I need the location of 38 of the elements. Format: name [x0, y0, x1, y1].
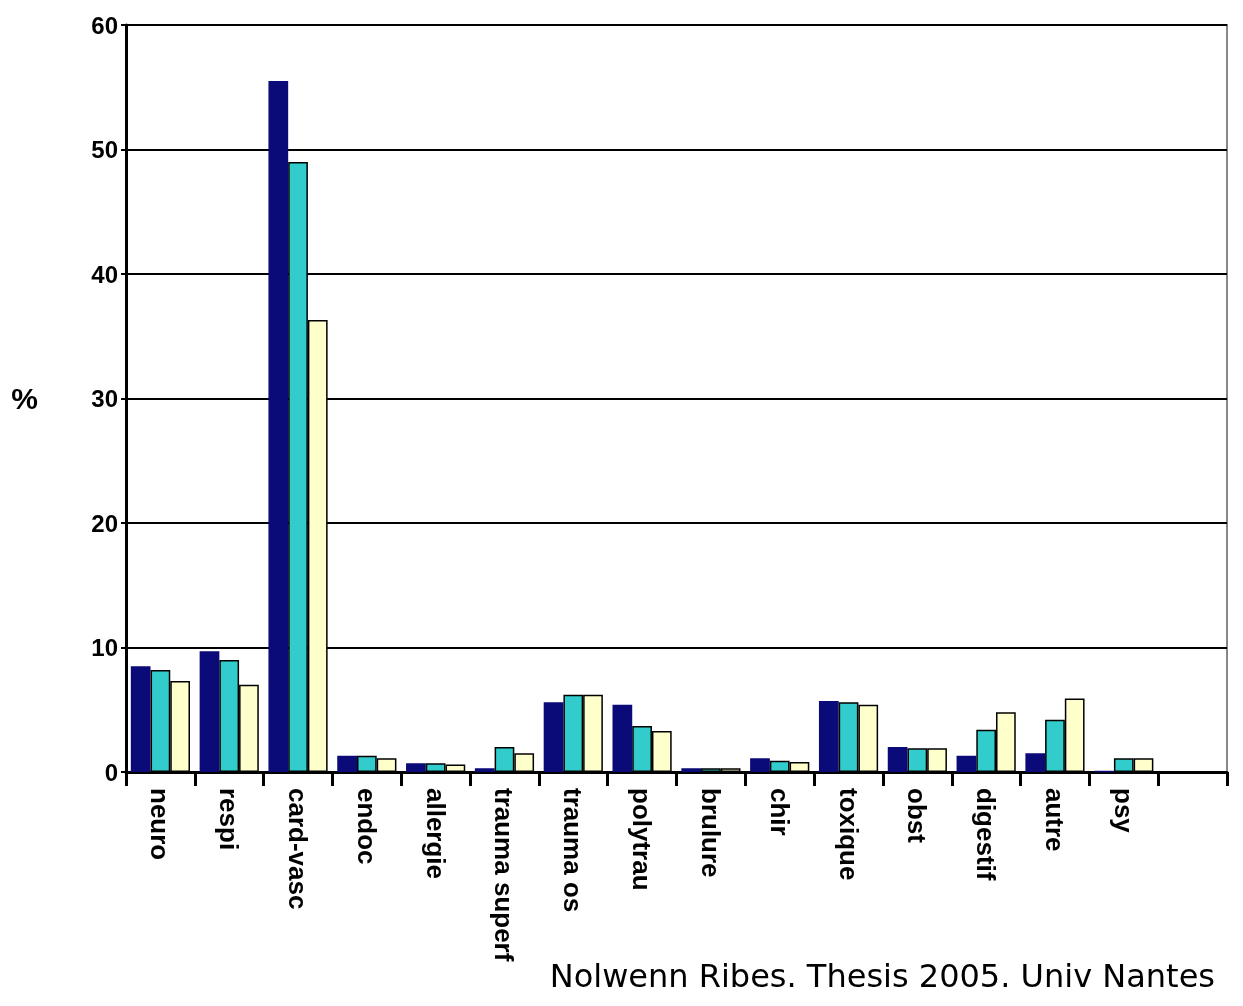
bar: [750, 758, 770, 772]
bar: [406, 763, 426, 772]
bar: [887, 747, 908, 772]
y-tick-label: 0: [104, 758, 118, 786]
x-tick-label: chir: [764, 788, 795, 836]
x-tick-label: trauma os: [558, 788, 589, 913]
bar: [268, 81, 289, 772]
x-tick-label: obst: [902, 788, 933, 844]
y-tick-label: 40: [91, 260, 118, 288]
x-tick-label: autre: [1039, 788, 1070, 852]
x-tick-label: allergie: [420, 788, 451, 880]
x-tick-label: polytrau: [627, 788, 658, 891]
x-tick-label: card-vasc: [283, 788, 314, 910]
bar: [681, 768, 702, 772]
bar: [612, 704, 633, 772]
bar: [543, 702, 564, 772]
y-tick-label: 30: [91, 385, 118, 412]
x-tick-label: psy: [1108, 788, 1139, 834]
x-tick-label: toxique: [833, 788, 864, 881]
bar: [818, 701, 839, 772]
x-tick-label: neuro: [145, 788, 176, 861]
bar: [199, 651, 220, 772]
y-tick-label: 50: [91, 136, 118, 163]
bar: [1025, 753, 1046, 772]
bar: [956, 755, 977, 772]
x-tick-label: endoc: [351, 788, 382, 865]
y-tick-label: 60: [91, 11, 118, 39]
y-tick-label: 10: [91, 634, 118, 661]
x-tick-label: digestif: [971, 788, 1002, 881]
bar: [337, 755, 357, 772]
y-tick-label: 20: [91, 509, 118, 537]
y-axis-title: %: [11, 382, 38, 415]
text: Nolwenn Ribes. Thesis 2005. Univ Nantes: [549, 957, 1215, 995]
bar: [130, 666, 151, 772]
x-tick-label: brulure: [695, 788, 726, 878]
bar: [474, 768, 495, 772]
x-tick-label: respi: [214, 788, 245, 851]
x-tick-label: trauma superf: [489, 788, 520, 962]
